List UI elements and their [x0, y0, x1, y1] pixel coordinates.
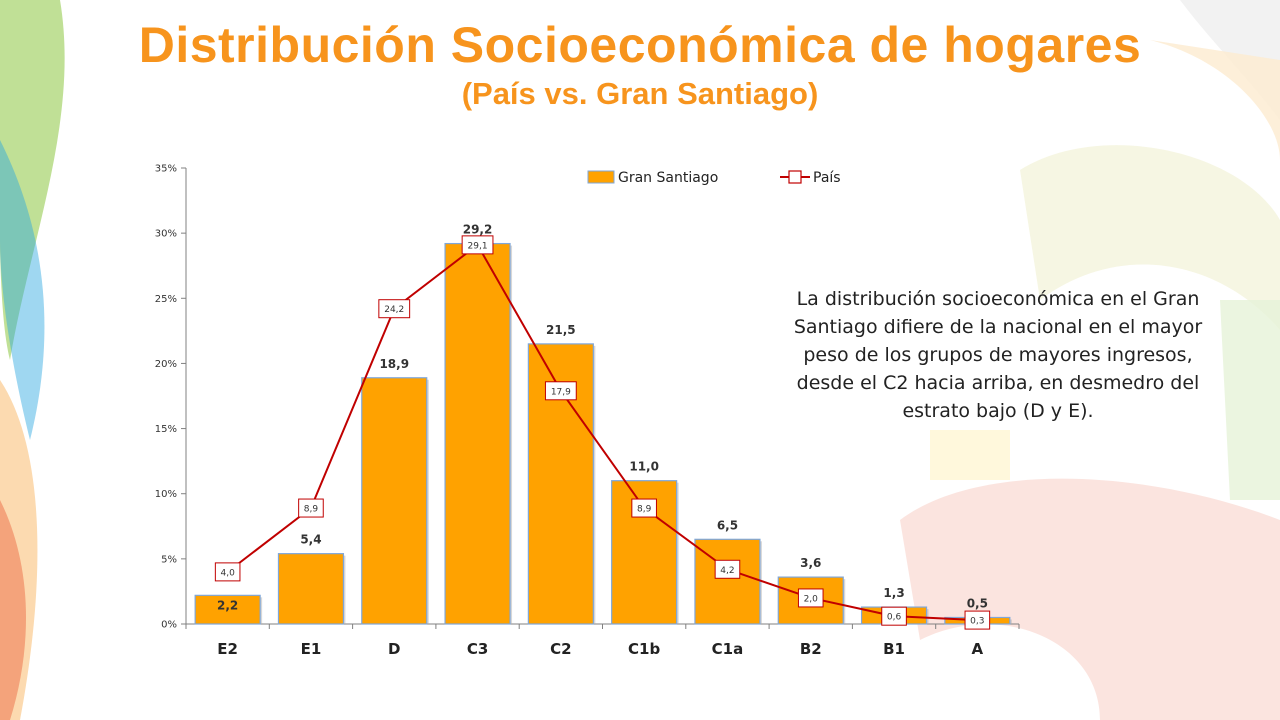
- line-value-label: 8,9: [637, 505, 652, 515]
- line-point-pais: [461, 235, 494, 255]
- line-value-label: 4,2: [720, 566, 734, 576]
- line-point-pais: [214, 562, 241, 582]
- line-value-label: 8,9: [304, 505, 319, 515]
- y-tick-label: 30%: [155, 229, 177, 240]
- bar-value-label: 1,3: [883, 586, 904, 600]
- x-tick-label: C1a: [712, 640, 744, 658]
- x-tick-label: C3: [467, 640, 488, 658]
- bar-value-label: 5,4: [300, 533, 321, 547]
- x-tick-label: B2: [800, 640, 822, 658]
- line-value-label: 24,2: [384, 305, 404, 315]
- legend-marker-pais: [788, 170, 802, 184]
- x-tick-label: E1: [301, 640, 322, 658]
- line-value-label: 0,3: [970, 617, 984, 627]
- legend-label-gran-santiago: Gran Santiago: [618, 170, 718, 186]
- page-subtitle: (País vs. Gran Santiago): [461, 76, 819, 111]
- y-tick-label: 10%: [155, 489, 177, 500]
- x-tick-label: C1b: [628, 640, 660, 658]
- line-value-label: 29,1: [468, 241, 488, 251]
- bar-value-label: 2,2: [217, 598, 238, 612]
- line-point-pais: [714, 559, 741, 579]
- bar-gran-santiago: [361, 377, 428, 625]
- bar-value-label: 11,0: [629, 460, 659, 474]
- x-tick-label: D: [388, 640, 400, 658]
- line-point-pais: [964, 610, 991, 630]
- line-value-label: 0,6: [887, 613, 902, 623]
- line-point-pais: [378, 299, 411, 319]
- y-tick-label: 0%: [161, 620, 177, 631]
- bar-gran-santiago: [444, 242, 511, 625]
- bar-gran-santiago: [194, 594, 261, 625]
- page-title: Distribución Socioeconómica de hogares: [138, 17, 1142, 73]
- bar-value-label: 21,5: [546, 323, 576, 337]
- legend-swatch-gran-santiago: [587, 170, 615, 184]
- x-tick-label: E2: [217, 640, 238, 658]
- bar-value-label: 3,6: [800, 556, 821, 570]
- line-point-pais: [298, 498, 324, 518]
- y-tick-label: 35%: [155, 164, 177, 175]
- y-tick-label: 5%: [161, 554, 177, 565]
- line-point-pais: [631, 498, 657, 518]
- bar-value-label: 18,9: [379, 357, 409, 371]
- chart-note: La distribución socioeconómica en el Gra…: [793, 288, 1203, 422]
- line-point-pais: [881, 606, 907, 626]
- x-tick-label: C2: [550, 640, 571, 658]
- y-tick-label: 20%: [155, 359, 177, 370]
- bar-value-label: 0,5: [967, 596, 988, 610]
- bar-gran-santiago: [277, 553, 345, 625]
- line-point-pais: [544, 381, 577, 401]
- line-value-label: 17,9: [551, 387, 571, 397]
- y-tick-label: 15%: [155, 424, 177, 435]
- line-value-label: 4,0: [220, 568, 235, 578]
- bar-value-label: 6,5: [717, 518, 738, 532]
- x-tick-label: A: [972, 640, 984, 658]
- x-tick-label: B1: [883, 640, 905, 658]
- bar-value-label: 29,2: [463, 223, 493, 237]
- legend-label-pais: País: [813, 170, 841, 186]
- line-point-pais: [797, 588, 824, 608]
- line-value-label: 2,0: [804, 594, 819, 604]
- line-pais: [227, 243, 978, 622]
- y-tick-label: 25%: [155, 294, 177, 305]
